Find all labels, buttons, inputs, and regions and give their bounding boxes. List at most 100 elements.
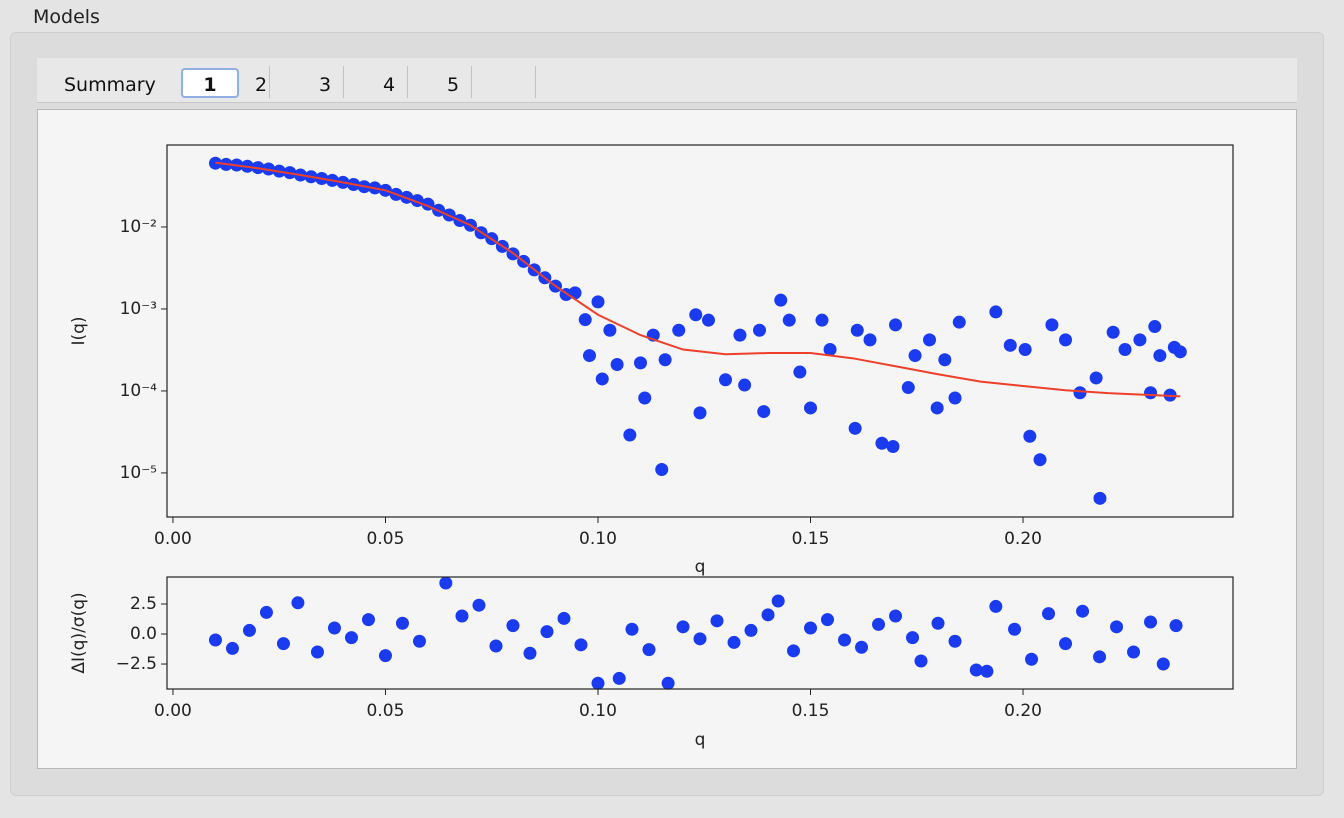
y-tick-label: −2.5 xyxy=(116,654,157,674)
tab-separator xyxy=(535,66,536,98)
data-point xyxy=(676,620,690,634)
data-point xyxy=(344,631,358,645)
data-point xyxy=(327,621,341,635)
tab[interactable]: 3 xyxy=(319,74,332,96)
data-point xyxy=(815,313,829,327)
data-point xyxy=(378,649,392,663)
data-point xyxy=(804,401,818,415)
x-tick-label: 0.10 xyxy=(579,701,617,721)
x-tick-label: 0.05 xyxy=(367,701,405,721)
data-point xyxy=(638,391,652,405)
data-point xyxy=(838,633,852,647)
data-point xyxy=(1106,325,1120,339)
data-point xyxy=(771,594,785,608)
data-point xyxy=(969,663,983,677)
x-tick-label: 0.20 xyxy=(1004,529,1042,549)
data-point xyxy=(603,323,617,337)
data-point xyxy=(242,623,256,637)
y-tick-label: 10⁻² xyxy=(120,217,157,237)
x-tick-label: 0.05 xyxy=(367,529,405,549)
data-point xyxy=(568,286,582,300)
data-point xyxy=(1033,453,1047,467)
data-point xyxy=(225,641,239,655)
data-point xyxy=(753,323,767,337)
data-point xyxy=(980,664,994,678)
y-axis-label: I(q) xyxy=(69,316,89,345)
data-point xyxy=(823,343,837,357)
data-point xyxy=(208,633,222,647)
data-point xyxy=(557,611,571,625)
data-point xyxy=(906,631,920,645)
tab-bar: Summary 1 2 3 4 5 xyxy=(37,58,1297,103)
data-point xyxy=(989,599,1003,613)
y-tick-label: 10⁻⁴ xyxy=(120,381,158,401)
data-point xyxy=(506,619,520,633)
data-point xyxy=(591,295,605,309)
data-point xyxy=(938,353,952,367)
tab[interactable]: 2 xyxy=(255,74,268,96)
data-point xyxy=(595,372,609,386)
tab[interactable]: 4 xyxy=(383,74,396,96)
data-point xyxy=(1153,349,1167,363)
data-point xyxy=(259,605,273,619)
tab[interactable]: 5 xyxy=(447,74,460,96)
data-point xyxy=(744,623,758,637)
data-point xyxy=(1003,338,1017,352)
data-point xyxy=(658,353,672,367)
y-tick-label: 10⁻⁵ xyxy=(120,463,157,483)
data-point xyxy=(472,598,486,612)
fit-line xyxy=(215,161,1181,398)
data-point xyxy=(774,293,788,307)
data-point xyxy=(412,634,426,648)
data-point xyxy=(1173,345,1187,359)
data-point xyxy=(1110,620,1124,634)
data-point xyxy=(642,643,656,657)
data-point xyxy=(574,638,588,652)
data-point xyxy=(931,616,945,630)
data-point xyxy=(582,349,596,363)
data-point xyxy=(489,639,503,653)
data-point xyxy=(1144,615,1158,629)
data-point xyxy=(1018,343,1032,357)
data-point xyxy=(610,358,624,372)
data-point xyxy=(540,625,554,639)
data-point xyxy=(1059,333,1073,347)
data-point xyxy=(848,421,862,435)
data-point xyxy=(523,646,537,660)
data-point xyxy=(793,365,807,379)
tab[interactable]: Summary xyxy=(64,74,156,96)
tab-separator xyxy=(269,66,270,98)
data-point xyxy=(1169,619,1183,633)
data-point xyxy=(1148,320,1162,334)
data-point xyxy=(625,622,639,636)
y-tick-label: 0.0 xyxy=(130,624,157,644)
y-tick-label: 2.5 xyxy=(130,594,157,614)
x-tick-label: 0.00 xyxy=(154,701,192,721)
data-point xyxy=(591,676,605,690)
data-point xyxy=(1073,386,1087,400)
tab-separator xyxy=(407,66,408,98)
data-point xyxy=(1045,318,1059,332)
data-point xyxy=(738,378,752,392)
data-point xyxy=(693,632,707,646)
x-axis-label: q xyxy=(695,730,706,750)
data-point xyxy=(782,313,796,327)
tab[interactable]: 1 xyxy=(181,68,239,98)
data-point xyxy=(1076,604,1090,618)
axes-frame xyxy=(166,144,1234,518)
data-point xyxy=(989,305,1003,319)
data-point xyxy=(361,613,375,627)
data-point xyxy=(1023,429,1037,443)
data-point xyxy=(578,313,592,327)
data-point xyxy=(1042,607,1056,621)
data-point xyxy=(672,323,686,337)
data-point xyxy=(1008,622,1022,636)
data-point xyxy=(655,463,669,477)
data-point xyxy=(850,323,864,337)
data-point xyxy=(1089,371,1103,385)
x-axis-label: q xyxy=(695,557,706,577)
axes-frame xyxy=(166,576,1234,690)
data-point xyxy=(889,609,903,623)
tab-separator xyxy=(343,66,344,98)
